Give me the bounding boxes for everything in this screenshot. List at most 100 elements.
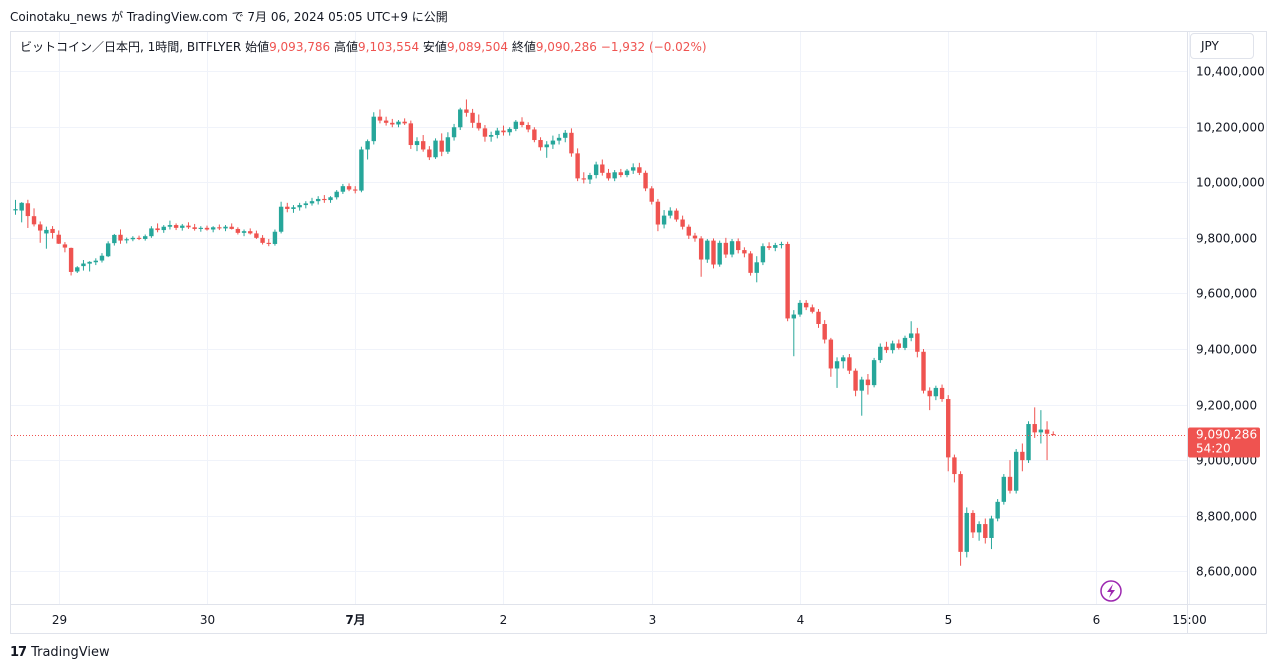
candle-up [773,242,778,252]
candle-body [130,237,136,240]
candle-body [859,379,864,391]
candle-body [779,243,784,246]
candle-down [983,518,988,544]
candle-up [297,202,302,211]
candle-up [445,132,451,154]
candle-down [235,227,241,235]
candle-body [420,141,426,150]
candle-down [402,118,407,126]
candle-up [223,225,228,232]
candle-body [896,343,902,348]
candle-down [118,229,123,244]
candle-down [674,208,679,222]
candle-up [495,127,500,139]
candle-body [408,123,414,146]
candle-up [976,521,982,541]
candle-up [779,241,784,249]
candle-body [13,209,18,211]
candle-body [513,121,519,129]
price-tick-label: 9,600,000 [1196,287,1257,301]
candle-body [155,228,160,231]
candle-down [569,128,574,157]
candle-body [198,227,204,229]
candle-body [365,141,370,150]
candle-body [865,379,871,386]
candle-down [260,235,265,245]
candle-down [927,387,932,411]
candle-body [736,241,741,251]
candle-body [791,314,797,319]
candle-body [1013,451,1019,491]
candle-up [303,201,309,209]
candle-down [532,127,537,143]
candle-body [322,198,327,201]
candle-down [525,122,531,133]
candle-down [50,226,55,239]
high-value: 9,103,554 [358,40,420,54]
candle-down [649,186,654,205]
candle-body [587,175,593,180]
candle-body [390,122,395,125]
candle-down [346,183,352,192]
candle-down [1044,421,1050,461]
candle-body [742,250,747,254]
candle-body [631,167,636,171]
candle-down [618,168,624,178]
candle-up [841,355,846,369]
candle-up [99,253,105,263]
candle-down [439,133,444,157]
candle-body [1007,476,1013,491]
candle-down [377,109,383,124]
candle-up [797,300,803,317]
candle-body [396,121,401,125]
candle-body [976,524,982,533]
candle-body [927,390,932,397]
candle-body [544,144,549,148]
candle-body [803,302,809,308]
candle-body [402,121,407,124]
candle-down [420,135,426,152]
price-tick-label: 9,200,000 [1196,399,1257,413]
candle-down [1007,460,1013,494]
candle-body [686,226,691,236]
candle-down [519,117,525,128]
candle-body [538,140,543,148]
candle-down [958,471,963,566]
change-value: −1,932 (−0.02%) [600,40,707,54]
candle-body [717,242,722,265]
open-value: 9,093,786 [269,40,331,54]
currency-button[interactable]: JPY [1190,33,1254,59]
candle-down [38,221,43,243]
candles [13,99,1056,566]
candle-up [241,229,247,237]
candle-up [130,236,136,242]
lightning-icon-bolt [1107,584,1115,598]
candle-down [698,236,704,277]
candle-body [853,370,858,391]
lightning-icon[interactable] [1100,580,1122,602]
candle-up [563,130,568,143]
candle-down [946,395,951,472]
candle-up [556,133,562,145]
candle-body [797,302,803,315]
time-tick-label: 29 [52,613,67,627]
candle-down [847,354,852,375]
lightning-icon-ring [1100,580,1122,602]
candle-up [587,172,593,184]
candle-up [668,207,673,219]
candle-body [773,245,778,248]
candle-up [612,170,617,182]
candle-up [624,168,630,178]
candle-up [112,233,117,246]
candle-up [871,357,877,388]
candle-body [75,267,80,272]
candle-body [834,361,840,369]
candle-down [853,368,858,397]
candle-down [1051,431,1056,436]
candle-body [248,231,253,234]
candle-body [1038,429,1044,433]
candle-up [13,199,18,215]
candle-down [390,118,395,128]
